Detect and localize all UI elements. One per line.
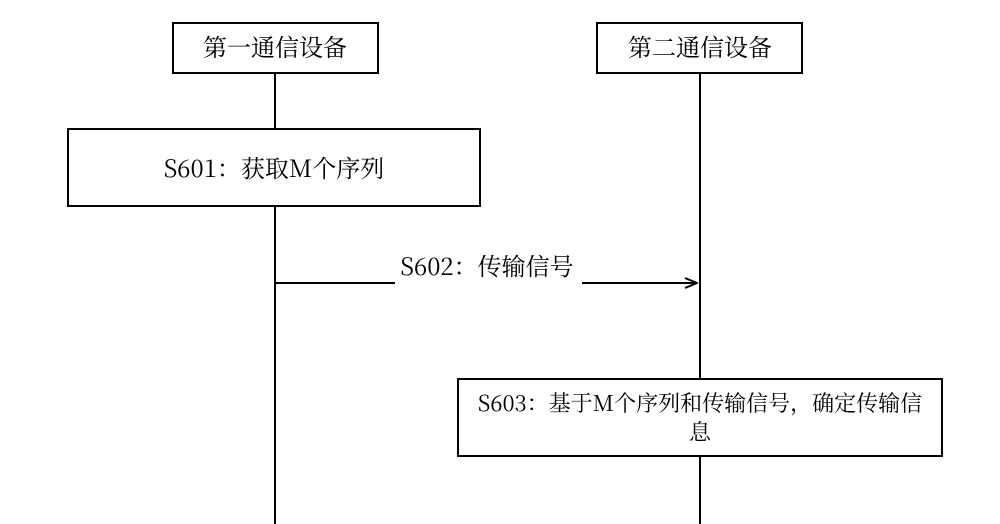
participant-device1-label: 第一通信设备 <box>203 28 347 63</box>
step-s603: S603：基于M个序列和传输信号，确定传输信 息 <box>458 379 942 456</box>
participant-device1: 第一通信设备 <box>173 23 378 524</box>
step-s601-label: S601：获取M个序列 <box>164 149 385 184</box>
step-s601: S601：获取M个序列 <box>68 129 480 206</box>
step-s602: S602：传输信号 <box>275 247 697 283</box>
step-s603-label-line2: 息 <box>689 416 712 447</box>
participant-device2-label: 第二通信设备 <box>628 28 772 63</box>
step-s602-label: S602：传输信号 <box>400 247 573 282</box>
sequence-diagram: 第一通信设备 第二通信设备 S601：获取M个序列 S602：传输信号 S603… <box>0 0 1000 524</box>
step-s603-label-line1: S603：基于M个序列和传输信号，确定传输信 <box>478 387 922 418</box>
